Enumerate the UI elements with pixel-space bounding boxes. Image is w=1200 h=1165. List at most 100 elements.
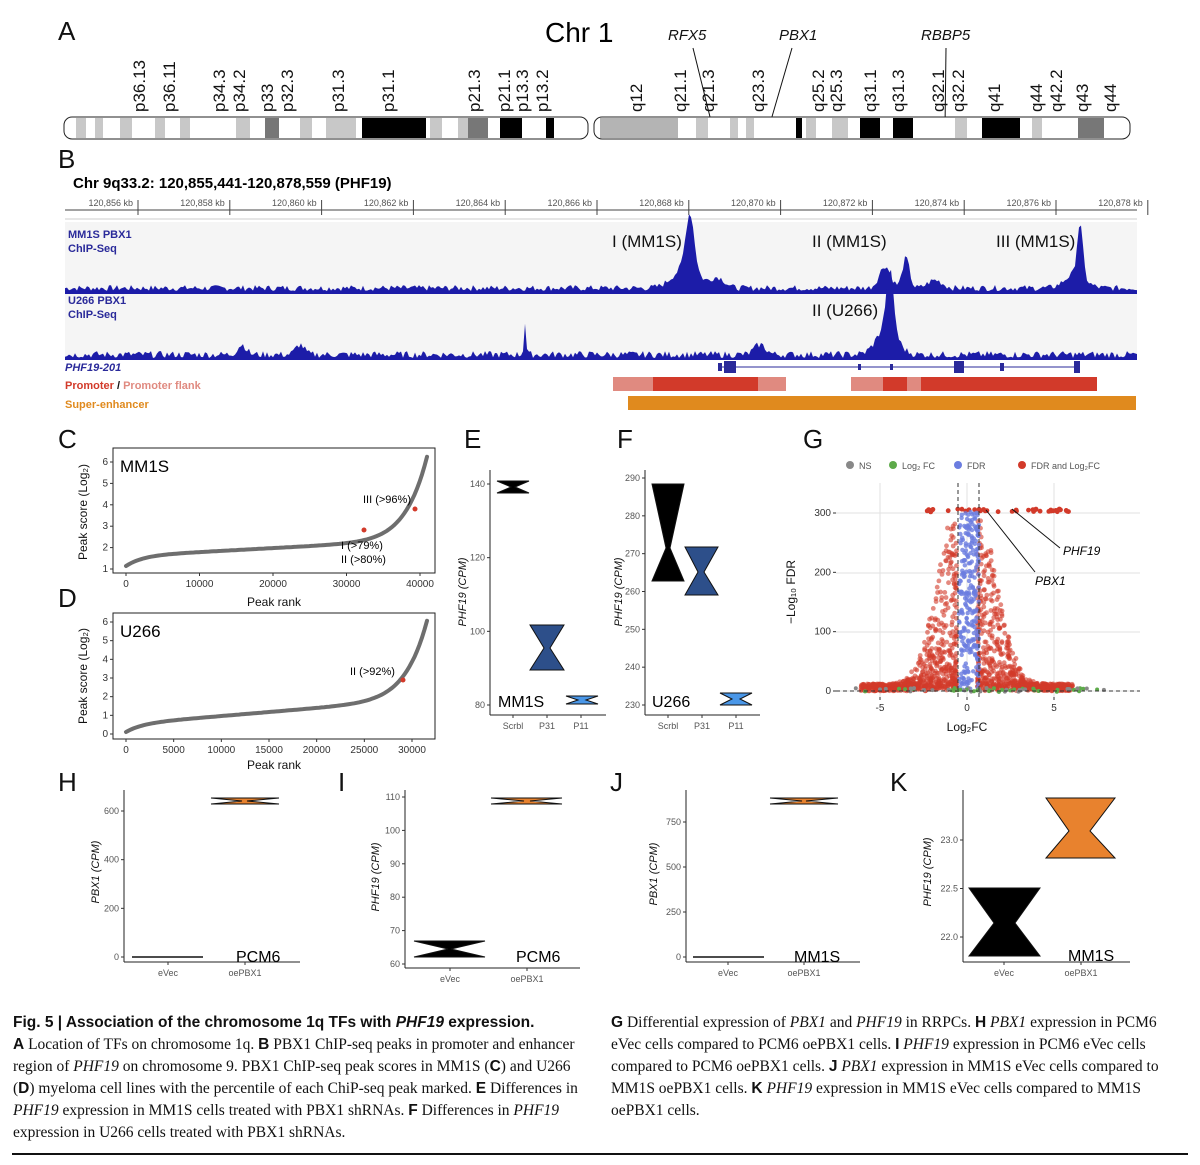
- volcano-ns-point: [978, 689, 983, 694]
- p-band-label: p21.3: [465, 69, 484, 112]
- volcano-fdr-point: [969, 596, 974, 601]
- xtick-label: 5: [1051, 703, 1057, 714]
- volcano-point: [936, 680, 942, 686]
- volcano-point: [989, 598, 995, 604]
- volcano-cap-point: [955, 506, 961, 512]
- volcano-fdr-point: [959, 652, 964, 658]
- ytick-label: 260: [625, 587, 640, 597]
- volcano-point: [1003, 665, 1009, 671]
- bottom-rule: [12, 1153, 1188, 1155]
- panel-d-ylabel: Peak score (Log₂): [76, 628, 90, 724]
- volcano-fdr-point: [959, 512, 964, 517]
- volcano-point: [941, 612, 947, 618]
- volcano-fdr-point: [964, 644, 969, 649]
- volcano-point: [978, 621, 984, 627]
- volcano-cap-point: [945, 508, 951, 514]
- panel-d-peak-ii: [400, 677, 406, 683]
- track1-label-line1: MM1S PBX1: [68, 229, 132, 241]
- panel-label-d: D: [58, 583, 77, 613]
- volcano-point: [933, 646, 939, 651]
- volcano-point: [937, 568, 942, 574]
- volcano-point: [989, 567, 995, 573]
- xtick-label: 10000: [207, 745, 235, 756]
- ytick-label: 2: [102, 692, 108, 703]
- volcano-fdr-point: [971, 643, 977, 648]
- peak-label-ii-mm1s: II (MM1S): [812, 232, 887, 251]
- xtick-label: oePBX1: [787, 968, 820, 978]
- volcano-point: [999, 652, 1004, 658]
- gene-label-rbbp5: RBBP5: [921, 27, 971, 44]
- volcano-point: [922, 647, 927, 653]
- volcano-point: [938, 659, 943, 665]
- volcano-cap-point: [1064, 508, 1070, 514]
- volcano-point: [933, 626, 938, 632]
- panel-d-frame: [112, 612, 436, 740]
- volcano-point: [1034, 680, 1040, 686]
- volcano-fdr-point: [971, 630, 977, 636]
- volcano-point: [989, 678, 994, 684]
- volcano-fdr-point: [966, 592, 972, 597]
- panel-f-yticks: 230 240 250 260 270 280 290: [625, 473, 645, 710]
- ruler-tick-label: 120,868 kb: [639, 198, 684, 208]
- genomic-ruler: 120,856 kb 120,858 kb 120,860 kb 120,862 kb…: [88, 198, 1149, 215]
- legend-dot: [954, 461, 962, 469]
- xtick-label: 0: [123, 579, 129, 590]
- volcano-point: [930, 634, 936, 640]
- panel-label-h: H: [58, 767, 77, 797]
- volcano-fdr-point: [970, 637, 975, 642]
- volcano-point: [950, 592, 956, 598]
- volcano-fdr-point: [975, 558, 981, 563]
- xtick-label: 30000: [333, 579, 361, 590]
- volcano-fdr-point: [965, 605, 970, 610]
- xtick-label: 20000: [303, 745, 331, 756]
- panel-k-ylabel: PHF19 (CPM): [922, 837, 934, 906]
- panel-d-xticks: 0 5000 10000 15000 20000 25000 30000: [123, 739, 426, 756]
- volcano-point: [989, 592, 994, 597]
- q-band-label: q23.3: [749, 69, 768, 112]
- volcano-point: [952, 610, 958, 616]
- volcano-point: [1008, 672, 1014, 678]
- volcano-point: [950, 577, 955, 583]
- q-band-label: q32.2: [949, 69, 968, 112]
- volcano-fdr-point: [965, 638, 970, 644]
- volcano-point: [952, 553, 958, 558]
- volcano-point: [953, 540, 959, 546]
- p-band-label: p33: [258, 84, 277, 112]
- volcano-fdr-point: [970, 548, 976, 553]
- chr1-title: Chr 1: [545, 17, 613, 48]
- volcano-fdr-point: [972, 652, 978, 657]
- regulatory-legend: Promoter / Promoter flank: [65, 380, 202, 392]
- panel-g-yticks: 0 100 200 300: [814, 508, 836, 697]
- volcano-point: [924, 658, 930, 663]
- ytick-label: 100: [385, 825, 400, 835]
- volcano-point: [1017, 666, 1023, 672]
- panel-i-xticks: eVec oePBX1: [440, 968, 544, 984]
- volcano-fdr-point: [968, 544, 973, 549]
- volcano-point: [1002, 630, 1008, 636]
- volcano-point: [951, 641, 957, 647]
- volcano-cap-point: [1026, 507, 1031, 513]
- volcano-fdr-point: [964, 647, 969, 653]
- panel-f-violin-scrbl: [651, 483, 685, 582]
- volcano-ns-point: [1075, 686, 1080, 691]
- ytick-label: 0: [114, 952, 119, 962]
- volcano-ns-point: [1012, 687, 1017, 692]
- volcano-fdr-point: [964, 552, 969, 557]
- volcano-point: [938, 562, 943, 568]
- volcano-fdr-point: [974, 633, 980, 638]
- volcano-point: [1051, 686, 1056, 692]
- volcano-point: [1005, 638, 1011, 644]
- p-band-label: p34.2: [230, 69, 249, 112]
- volcano-fdr-point: [958, 531, 963, 537]
- volcano-point: [988, 548, 994, 553]
- volcano-ns-point: [984, 686, 989, 691]
- volcano-ns-point: [1066, 687, 1071, 691]
- arrow-rfx5: [692, 47, 713, 126]
- volcano-point: [991, 582, 997, 588]
- ytick-label: 1: [102, 710, 108, 721]
- p-band-label: p36.13: [130, 60, 149, 112]
- xtick-label: eVec: [440, 974, 461, 984]
- xtick-label: Scrbl: [658, 721, 679, 731]
- panel-j-violin-oepbx1: [769, 797, 839, 805]
- ytick-label: 6: [102, 617, 108, 628]
